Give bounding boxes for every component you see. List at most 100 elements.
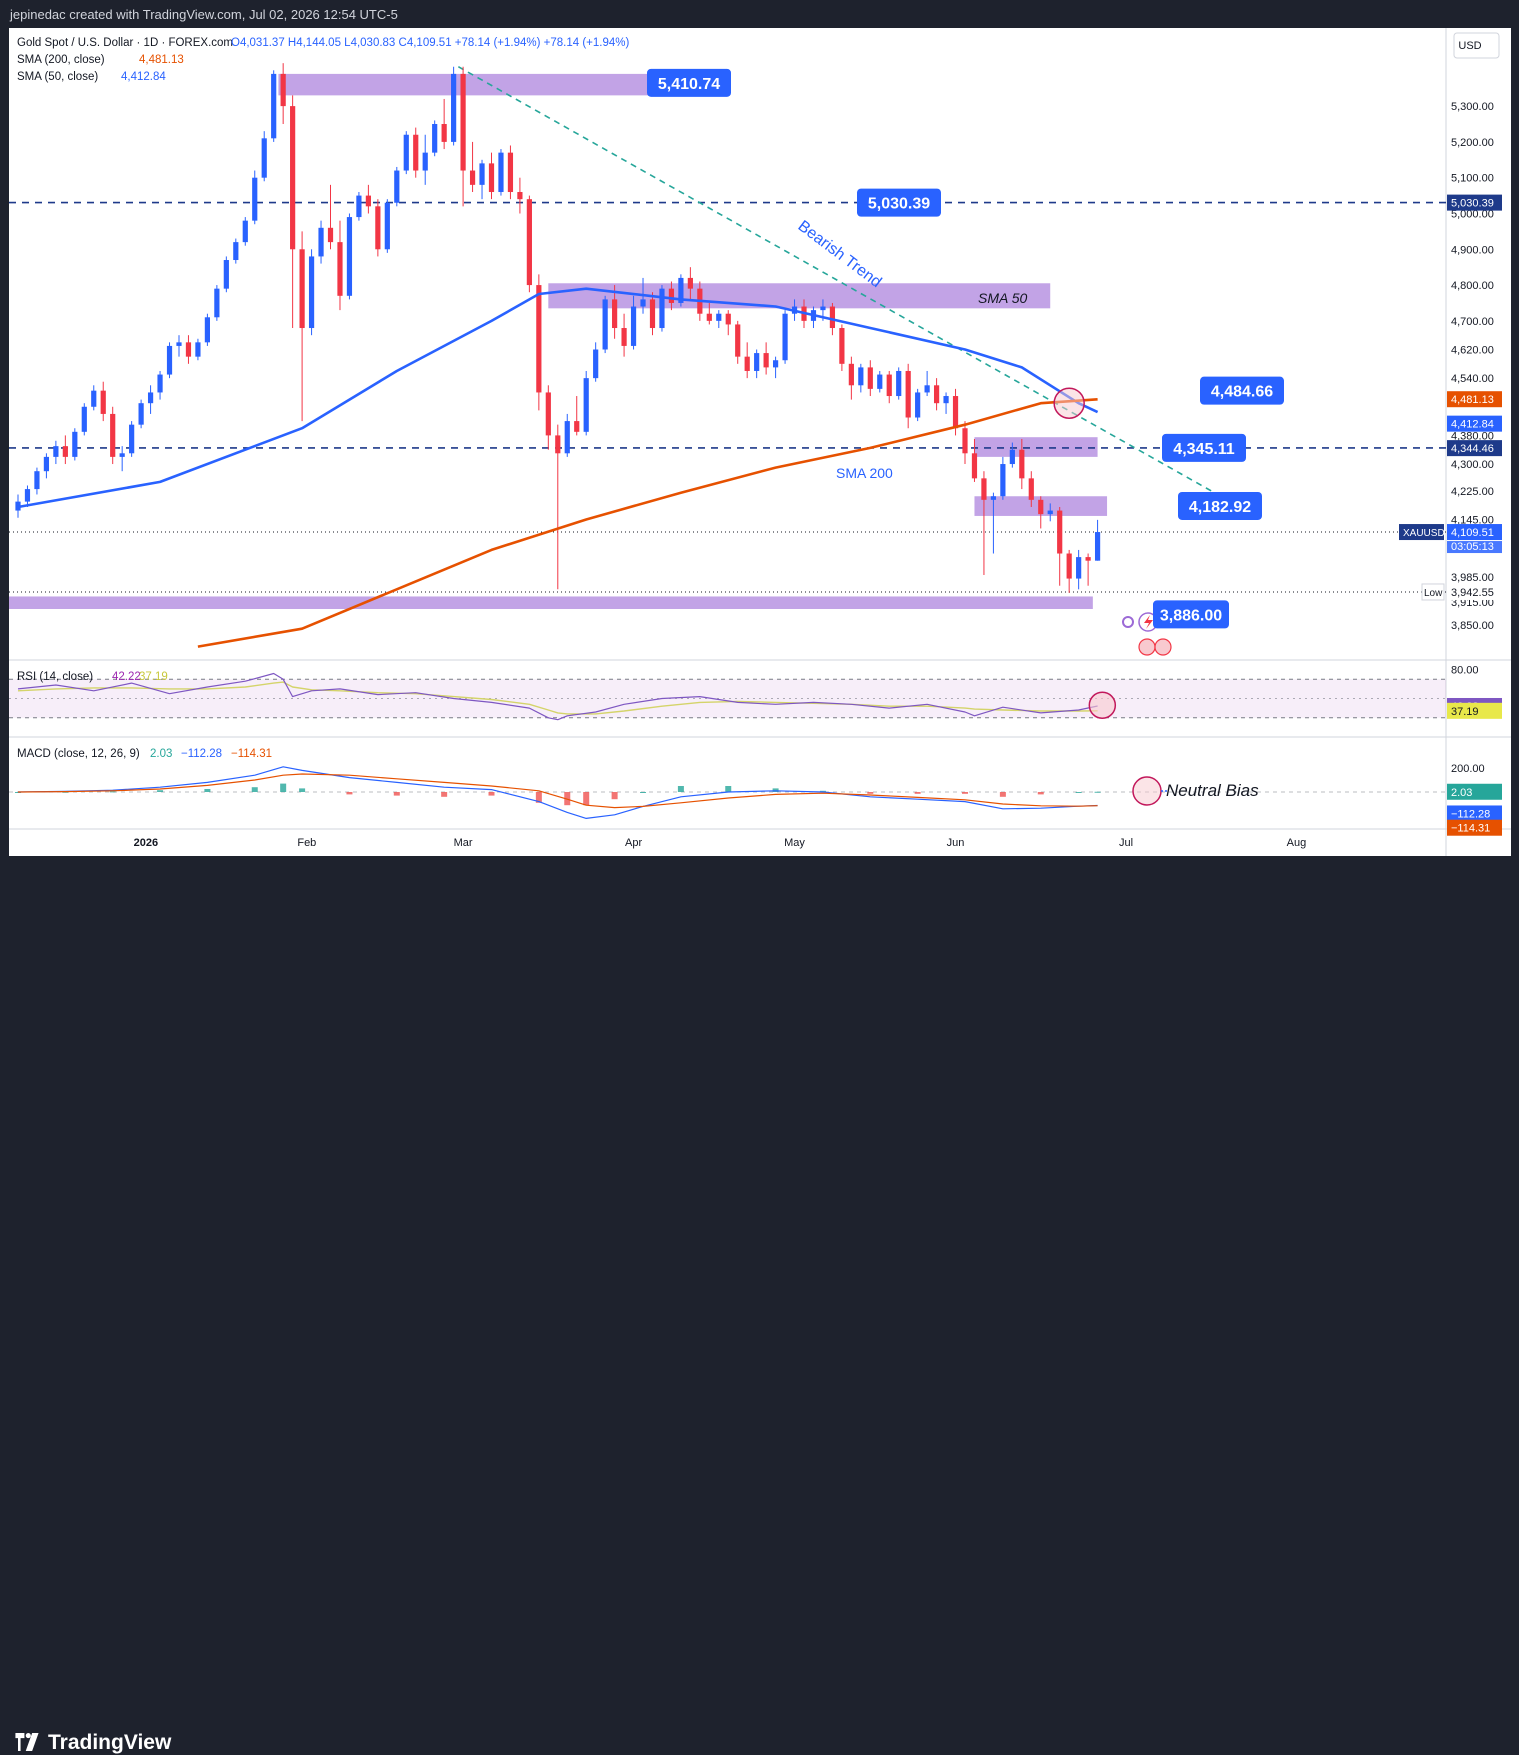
macd-histogram-bar [441, 792, 448, 797]
candle-body [735, 324, 741, 357]
attribution-text: jepinedac created with TradingView.com, … [10, 7, 398, 22]
price-label-box [1200, 376, 1284, 405]
candle-body [110, 413, 116, 457]
axis-badge-low-text: 3,942.55 [1451, 587, 1494, 599]
macd-histogram-bar [109, 791, 116, 793]
candle-body [1009, 449, 1015, 465]
candle-body [1028, 478, 1034, 500]
candle-body [91, 390, 97, 407]
currency-label[interactable]: USD [1458, 40, 1481, 52]
candle-body [1000, 464, 1006, 497]
time-axis-label: Feb [297, 837, 316, 849]
tradingview-logo[interactable]: TradingView [12, 1731, 171, 1755]
candle-body [678, 277, 684, 303]
macd-legend-signal: −114.31 [231, 748, 272, 760]
price-label-box [1162, 433, 1246, 462]
candle-body [271, 73, 277, 139]
candle-body [356, 195, 362, 218]
candle-body [867, 367, 873, 389]
moving-averages [17, 287, 1099, 648]
candle-body [147, 392, 154, 404]
resistance-zone-4 [9, 596, 1093, 609]
symbol-badge [1399, 524, 1444, 541]
axis-countdown: 03:05:13 [1451, 541, 1494, 553]
candle-body [261, 138, 267, 178]
rsi-band [9, 679, 1446, 718]
candle-body [820, 306, 826, 311]
candle-body [375, 206, 381, 250]
candle-body [185, 342, 192, 357]
axis-badge-macd [1447, 805, 1502, 822]
lightning-glyph [1144, 615, 1153, 629]
candle-body [346, 217, 353, 296]
macd-signal-line [17, 773, 1098, 809]
candle-body [716, 313, 722, 321]
candle-body [564, 421, 570, 454]
low-tag [1421, 583, 1445, 601]
price-labels: 5,410.74 5,030.39 4,484.66 4,345.11 4,182.92… [647, 68, 1284, 629]
candle-body [327, 227, 334, 243]
candle-body [195, 342, 201, 357]
candle-body [924, 385, 930, 393]
bearish-trendline [457, 66, 1212, 492]
axis-badge-last-text: 4,109.51 [1451, 527, 1494, 539]
macd-histogram-bar [251, 787, 258, 792]
rsi-ma-line [17, 681, 1098, 715]
zone-end-dot [1122, 616, 1134, 628]
low-tag-text: Low [1424, 588, 1443, 599]
candle-body [858, 367, 864, 386]
currency-box [1453, 32, 1500, 59]
candle-body [536, 285, 542, 393]
symbol-badge-text: XAUUSD [1403, 528, 1445, 539]
macd-histogram-bar [1075, 792, 1082, 793]
macd-histogram-bar [725, 786, 732, 792]
rsi-legend-ma: 37.19 [139, 671, 168, 683]
sma50-line [17, 287, 1099, 509]
axis-badge-macd-signal-text: −114.31 [1451, 823, 1490, 835]
price-axis-tick: 4,300.00 [1451, 459, 1494, 471]
price-axis-tick: 3,985.00 [1451, 572, 1494, 584]
time-axis-label: Aug [1287, 837, 1307, 849]
candle-body [744, 356, 750, 371]
macd-axis-tick: 200.00 [1451, 763, 1485, 775]
macd-histogram-bar [1037, 792, 1044, 795]
candle-body [839, 328, 845, 364]
candle-body [905, 370, 911, 418]
candle-body [337, 242, 343, 296]
macd-histogram-bar [677, 786, 684, 792]
macd-histogram-bar [280, 783, 287, 792]
price-axis-tick: 5,200.00 [1451, 137, 1494, 149]
price-label: 4,182.92 [1189, 499, 1251, 516]
candle-body [1066, 553, 1072, 579]
legend-symbol: Gold Spot / U.S. Dollar · 1D · FOREX.com [17, 37, 233, 49]
candle-body [403, 134, 409, 171]
tradingview-logo-icon [15, 1733, 39, 1751]
candle-body [214, 288, 220, 318]
axis-badge-4344-text: 4,344.46 [1451, 443, 1494, 455]
candle-body [479, 163, 485, 185]
chart-frame: 5,300.00 5,200.00 5,100.00 5,000.00 4,900.00… [9, 28, 1511, 856]
macd-legend-macd: −112.28 [181, 748, 222, 760]
price-axis-tick: 4,620.00 [1451, 345, 1494, 357]
macd-histogram-bar [999, 792, 1006, 797]
macd-legend-hist: 2.03 [150, 748, 172, 760]
macd-histogram-bar [393, 792, 400, 796]
legend-sma50-label: SMA (50, close) [17, 71, 98, 83]
candle-body [583, 378, 589, 432]
candle-body [422, 152, 428, 171]
candle-body [384, 202, 390, 250]
candle-body [299, 249, 305, 329]
axis-badge-rsi-ma [1447, 702, 1502, 719]
candle-body [763, 353, 769, 368]
candle-body [659, 288, 665, 329]
candle-body [223, 260, 229, 289]
candle-body [1076, 557, 1082, 579]
candle-body [62, 446, 68, 457]
candle-body [318, 227, 324, 257]
macd-histogram-bar [488, 792, 495, 796]
chart-canvas[interactable]: 5,300.00 5,200.00 5,100.00 5,000.00 4,900.00… [9, 28, 1511, 856]
price-axis-tick: 4,380.00 [1451, 430, 1494, 442]
candle-body [204, 317, 210, 343]
candle-body [630, 306, 637, 346]
axis-badge-sma50-text: 4,412.84 [1451, 419, 1494, 431]
